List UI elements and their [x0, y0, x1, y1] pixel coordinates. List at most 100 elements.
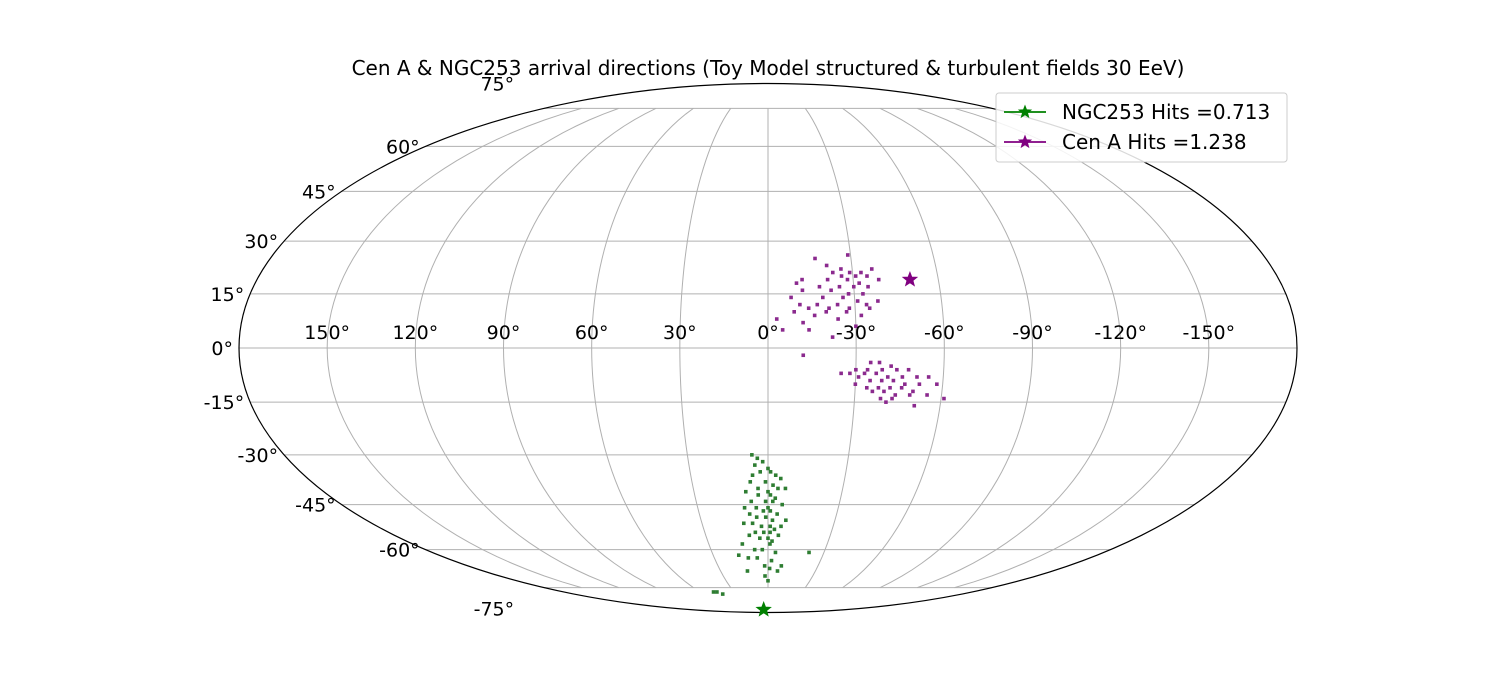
hit-point	[824, 263, 829, 268]
hit-point	[800, 277, 804, 282]
latitude-tick-label: -45°	[295, 495, 336, 517]
hit-point	[836, 317, 840, 321]
hit-point	[747, 533, 752, 538]
hit-point	[853, 274, 858, 278]
hit-point	[771, 483, 775, 487]
hit-point	[758, 536, 762, 541]
longitude-tick-label: 0°	[757, 322, 779, 344]
hit-point	[876, 385, 881, 390]
hit-point	[891, 378, 896, 383]
hit-point	[759, 524, 764, 529]
hit-point	[760, 459, 765, 464]
hit-point	[841, 295, 845, 300]
hit-point	[889, 364, 893, 368]
hit-point	[770, 518, 775, 523]
hit-point	[775, 512, 779, 516]
hit-point	[769, 558, 774, 563]
hit-point	[942, 396, 946, 401]
hit-point	[806, 306, 811, 311]
hit-point	[761, 530, 766, 535]
hit-point	[839, 371, 843, 376]
hit-point	[752, 547, 757, 552]
hit-point	[742, 505, 747, 510]
hit-point	[888, 385, 892, 390]
longitude-gridline	[414, 107, 619, 589]
hit-point	[911, 389, 915, 394]
hit-point	[926, 375, 931, 379]
longitude-gridline	[804, 108, 857, 588]
hit-point	[775, 569, 780, 573]
hit-point	[864, 385, 869, 390]
source-star-marker	[901, 270, 919, 287]
longitude-gridline	[679, 108, 732, 588]
latitude-tick-label: 0°	[211, 338, 233, 360]
hit-point	[780, 328, 785, 332]
hit-point	[815, 302, 820, 307]
hit-point	[773, 496, 778, 500]
hit-point	[768, 542, 772, 546]
hit-point	[854, 324, 858, 329]
hit-point	[766, 536, 770, 541]
hit-point	[801, 353, 806, 358]
hit-point	[821, 295, 825, 300]
hit-point	[768, 493, 773, 497]
latitude-tick-label: 45°	[302, 181, 336, 203]
hit-point	[885, 375, 890, 379]
hit-point	[768, 530, 772, 535]
hit-point	[755, 456, 760, 461]
longitude-tick-label: -30°	[836, 322, 877, 344]
graticule-grid	[239, 107, 1297, 589]
hit-point	[720, 592, 725, 596]
longitude-tick-labels: 150° 120° 90° 60° 30° 0° -30° -60° -90° -120° -150…	[304, 322, 1235, 344]
latitude-tick-label: -15°	[204, 392, 245, 414]
hit-point	[750, 473, 755, 477]
hit-point	[817, 284, 822, 289]
hit-point	[770, 499, 775, 504]
hit-point	[768, 470, 773, 474]
hit-point	[882, 389, 886, 394]
hit-point	[874, 371, 879, 376]
hit-point	[925, 393, 929, 397]
hit-point	[743, 489, 748, 494]
hit-point	[768, 509, 773, 513]
hit-point	[756, 493, 761, 497]
hit-point	[748, 480, 753, 484]
chart-title: Cen A & NGC253 arrival directions (Toy M…	[352, 56, 1185, 80]
hit-point	[758, 470, 763, 474]
hit-point	[753, 530, 758, 535]
hit-point	[770, 539, 774, 543]
hit-point	[783, 486, 788, 491]
hit-point	[869, 267, 874, 271]
hit-point	[864, 302, 869, 307]
hit-point	[861, 292, 865, 296]
longitude-tick-label: 120°	[392, 322, 438, 344]
hit-point	[899, 385, 904, 390]
hit-point	[884, 400, 888, 404]
hit-point	[760, 547, 765, 552]
hit-point	[824, 310, 829, 314]
latitude-tick-label: 60°	[386, 136, 420, 158]
latitude-tick-label: -30°	[238, 445, 279, 467]
hit-point	[766, 578, 770, 583]
longitude-tick-label: -150°	[1183, 322, 1236, 344]
hit-point	[801, 320, 805, 325]
hit-point	[825, 277, 830, 282]
hit-point	[794, 281, 799, 285]
map-boundary	[238, 82, 1298, 614]
hit-point	[800, 288, 805, 293]
hit-point	[830, 335, 835, 339]
legend: NGC253 Hits =0.713 Cen A Hits =1.238	[995, 92, 1288, 163]
hit-point	[750, 521, 755, 526]
longitude-tick-label: 90°	[487, 322, 521, 344]
longitude-tick-label: -90°	[1012, 322, 1053, 344]
legend-star-icon	[1017, 134, 1033, 149]
hit-point	[784, 518, 788, 523]
hit-point	[903, 382, 907, 386]
hit-point	[865, 367, 870, 372]
hit-point	[879, 378, 884, 383]
longitude-gridline	[917, 107, 1122, 589]
latitude-tick-label: -60°	[379, 540, 420, 562]
hit-point	[890, 396, 894, 401]
hit-point	[829, 288, 833, 293]
